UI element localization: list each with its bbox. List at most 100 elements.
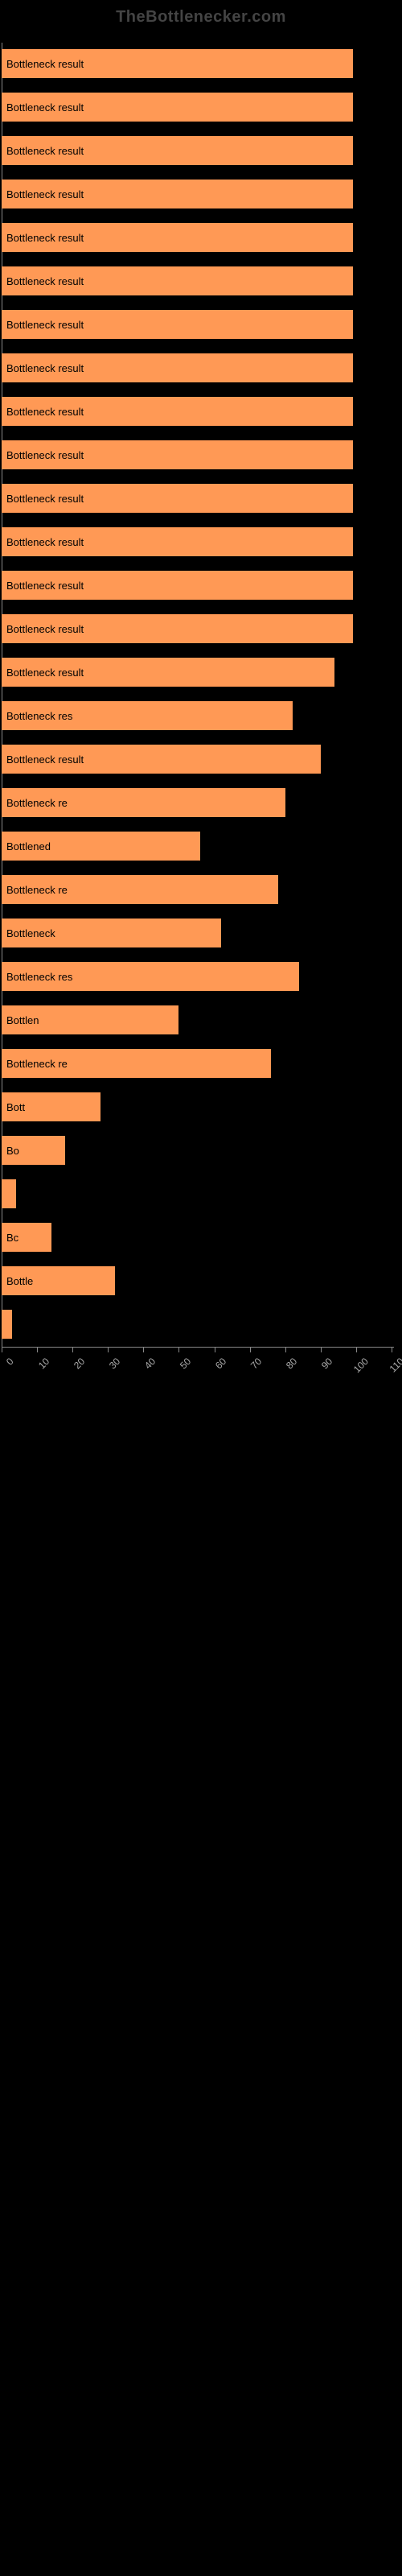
bar: Bottleneck result bbox=[2, 527, 353, 556]
bar: Bottleneck re bbox=[2, 1049, 271, 1078]
bar: Bottleneck result bbox=[2, 484, 353, 513]
bar-row: Bottleneck result bbox=[0, 738, 402, 780]
bar-row: Bottleneck result bbox=[0, 86, 402, 128]
x-axis-label: 10 bbox=[36, 1356, 51, 1371]
bar-label: Bottleneck re bbox=[6, 1058, 68, 1070]
bar: Bottleneck res bbox=[2, 962, 299, 991]
bar: Bottleneck result bbox=[2, 223, 353, 252]
x-axis-label: 80 bbox=[284, 1356, 299, 1371]
bar-row: Bottleneck bbox=[0, 912, 402, 954]
bar-label: Bottleneck result bbox=[6, 101, 84, 114]
x-tick bbox=[143, 1348, 144, 1352]
x-axis-label: 100 bbox=[351, 1356, 371, 1375]
bar-label: Bottleneck bbox=[6, 927, 55, 939]
bar-row: Bottleneck result bbox=[0, 608, 402, 650]
bar: Bc bbox=[2, 1223, 51, 1252]
bar-label: Bottleneck result bbox=[6, 667, 84, 679]
x-tick bbox=[250, 1348, 251, 1352]
bar-row bbox=[0, 1303, 402, 1345]
bar-label: Bottleneck re bbox=[6, 884, 68, 896]
bar-label: Bottleneck result bbox=[6, 145, 84, 157]
x-tick bbox=[72, 1348, 73, 1352]
x-tick bbox=[285, 1348, 286, 1352]
bar-row: Bottlened bbox=[0, 825, 402, 867]
bar-row: Bottleneck result bbox=[0, 217, 402, 258]
bar-row: Bc bbox=[0, 1216, 402, 1258]
chart-container: Bottleneck result Bottleneck result Bottle… bbox=[0, 27, 402, 1419]
bar: Bottleneck result bbox=[2, 440, 353, 469]
bar-row bbox=[0, 1173, 402, 1215]
bar-label: Bottleneck result bbox=[6, 580, 84, 592]
bar-row: Bott bbox=[0, 1086, 402, 1128]
bar-label: Bottleneck result bbox=[6, 58, 84, 70]
bar: Bottleneck re bbox=[2, 788, 285, 817]
bar-row: Bottleneck re bbox=[0, 869, 402, 910]
x-tick bbox=[321, 1348, 322, 1352]
bar-label: Bottleneck result bbox=[6, 275, 84, 287]
bar: Bottleneck result bbox=[2, 49, 353, 78]
bar-row: Bottleneck result bbox=[0, 260, 402, 302]
bar: Bottleneck result bbox=[2, 614, 353, 643]
bar: Bottleneck result bbox=[2, 571, 353, 600]
x-axis-label: 30 bbox=[107, 1356, 122, 1371]
bar-label: Bottleneck result bbox=[6, 406, 84, 418]
x-axis-label: 60 bbox=[213, 1356, 228, 1371]
bar-row: Bottleneck res bbox=[0, 956, 402, 997]
bar: Bottleneck result bbox=[2, 136, 353, 165]
bar-label: Bottleneck res bbox=[6, 971, 72, 983]
bars-area: Bottleneck result Bottleneck result Bottle… bbox=[0, 43, 402, 1345]
bar-row: Bottleneck result bbox=[0, 130, 402, 171]
bar-row: Bottleneck result bbox=[0, 390, 402, 432]
bar: Bottle bbox=[2, 1266, 115, 1295]
x-axis-label: 20 bbox=[72, 1356, 87, 1371]
bar: Bottleneck re bbox=[2, 875, 278, 904]
bar: Bottlen bbox=[2, 1005, 178, 1034]
bar: Bottleneck result bbox=[2, 266, 353, 295]
bar-label: Bottlened bbox=[6, 840, 51, 852]
x-tick bbox=[356, 1348, 357, 1352]
bar-row: Bottleneck result bbox=[0, 347, 402, 389]
bar: Bottleneck result bbox=[2, 745, 321, 774]
bar-label: Bottleneck result bbox=[6, 753, 84, 766]
bar: Bottlened bbox=[2, 832, 200, 861]
bar: Bottleneck result bbox=[2, 310, 353, 339]
x-axis-label: 90 bbox=[319, 1356, 334, 1371]
x-axis-label: 40 bbox=[142, 1356, 158, 1371]
bar: Bottleneck result bbox=[2, 353, 353, 382]
bar-label: Bottleneck result bbox=[6, 188, 84, 200]
bar bbox=[2, 1310, 12, 1339]
bar: Bottleneck result bbox=[2, 397, 353, 426]
bar-label: Bott bbox=[6, 1101, 25, 1113]
bar: Bott bbox=[2, 1092, 100, 1121]
bar-row: Bottlen bbox=[0, 999, 402, 1041]
bar-row: Bottleneck result bbox=[0, 173, 402, 215]
bar-row: Bottle bbox=[0, 1260, 402, 1302]
x-axis-label: 50 bbox=[178, 1356, 193, 1371]
bar: Bottleneck result bbox=[2, 93, 353, 122]
bar: Bottleneck result bbox=[2, 180, 353, 208]
bar-label: Bottleneck result bbox=[6, 232, 84, 244]
bar-label: Bo bbox=[6, 1145, 19, 1157]
bar-row: Bottleneck result bbox=[0, 43, 402, 85]
bar-row: Bottleneck result bbox=[0, 521, 402, 563]
bar-label: Bottleneck re bbox=[6, 797, 68, 809]
bar-row: Bottleneck result bbox=[0, 477, 402, 519]
bar-row: Bottleneck result bbox=[0, 651, 402, 693]
bar: Bottleneck result bbox=[2, 658, 334, 687]
bar-row: Bottleneck res bbox=[0, 695, 402, 737]
x-tick bbox=[108, 1348, 109, 1352]
bar-label: Bc bbox=[6, 1232, 18, 1244]
bar-label: Bottleneck result bbox=[6, 362, 84, 374]
bar-row: Bottleneck re bbox=[0, 782, 402, 824]
bar-label: Bottleneck result bbox=[6, 536, 84, 548]
bar-label: Bottlen bbox=[6, 1014, 39, 1026]
bar bbox=[2, 1179, 16, 1208]
bar-row: Bottleneck re bbox=[0, 1042, 402, 1084]
x-axis-label: 0 bbox=[4, 1356, 16, 1368]
x-axis-label: 110 bbox=[387, 1356, 402, 1374]
bar-label: Bottleneck result bbox=[6, 449, 84, 461]
bar: Bottleneck bbox=[2, 919, 221, 947]
x-tick bbox=[178, 1348, 179, 1352]
x-axis-label: 70 bbox=[248, 1356, 264, 1371]
bar-label: Bottleneck res bbox=[6, 710, 72, 722]
